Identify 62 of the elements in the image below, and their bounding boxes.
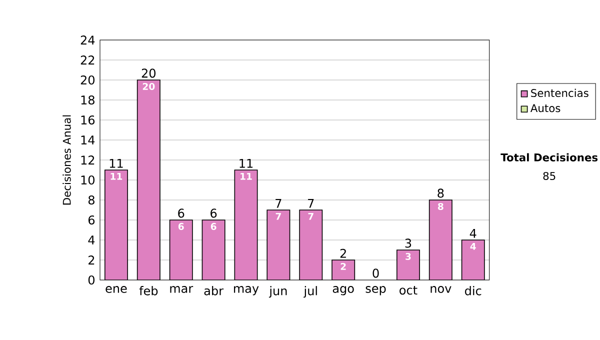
data-label: 4 bbox=[470, 242, 476, 250]
text: 85 bbox=[543, 172, 556, 180]
total-label: 11 bbox=[240, 158, 253, 168]
x-tick-label: nov bbox=[430, 286, 452, 293]
y-tick-label: 12 bbox=[81, 156, 94, 164]
y-tick-label: 2 bbox=[88, 256, 94, 264]
y-tick-label: 14 bbox=[81, 136, 95, 144]
total-label: 6 bbox=[210, 208, 217, 218]
y-tick-label: 24 bbox=[80, 36, 95, 44]
y-tick-label: 10 bbox=[81, 175, 94, 185]
data-label: 7 bbox=[308, 212, 314, 220]
data-label: 7 bbox=[276, 212, 281, 220]
legend-label: Autos bbox=[530, 104, 560, 112]
y-tick-label: 18 bbox=[81, 95, 94, 105]
y-tick-label: 4 bbox=[88, 236, 95, 244]
data-label: 8 bbox=[438, 202, 444, 210]
y-tick-label: 6 bbox=[88, 215, 95, 225]
bar bbox=[428, 200, 452, 280]
bar bbox=[461, 240, 485, 280]
data-label: 20 bbox=[142, 82, 155, 90]
total-label: 3 bbox=[405, 238, 412, 248]
x-tick-label: abr bbox=[204, 286, 224, 296]
bar bbox=[234, 170, 258, 280]
x-tick-label: may bbox=[234, 286, 259, 296]
total-label: 20 bbox=[142, 68, 156, 78]
x-tick-label: sep bbox=[366, 286, 386, 296]
bar bbox=[300, 210, 322, 280]
data-label: 11 bbox=[110, 172, 122, 180]
x-tick-label: oct bbox=[400, 286, 418, 295]
x-tick-label: dic bbox=[465, 286, 482, 296]
x-tick-label: ago bbox=[332, 286, 354, 296]
total-label: 4 bbox=[470, 228, 476, 238]
total-label: 6 bbox=[178, 208, 184, 218]
data-label: 3 bbox=[406, 252, 411, 260]
y-tick-label: 22 bbox=[80, 56, 94, 64]
y-tick-label: 0 bbox=[88, 275, 94, 285]
bar bbox=[170, 220, 192, 280]
total-label: 8 bbox=[438, 188, 444, 198]
x-tick-label: jul bbox=[304, 286, 317, 298]
total-label: 7 bbox=[276, 198, 282, 208]
bar bbox=[202, 220, 225, 280]
text: Total Decisiones bbox=[500, 153, 598, 162]
x-tick-label: jun bbox=[268, 286, 287, 298]
data-label: 11 bbox=[240, 172, 252, 180]
y-axis-title: Decisiones Anual bbox=[62, 115, 71, 205]
bar bbox=[104, 170, 128, 280]
data-label: 6 bbox=[178, 222, 184, 230]
bar bbox=[137, 80, 160, 280]
y-tick-label: 8 bbox=[88, 195, 94, 205]
data-label: 6 bbox=[210, 222, 216, 230]
data-label: 2 bbox=[340, 262, 346, 270]
total-label: 2 bbox=[340, 248, 346, 258]
y-tick-label: 20 bbox=[80, 75, 94, 85]
total-label: 0 bbox=[372, 268, 379, 278]
x-tick-label: mar bbox=[170, 286, 194, 293]
bar bbox=[267, 210, 290, 280]
total-label: 7 bbox=[308, 198, 314, 208]
legend-label: Sentencias bbox=[531, 88, 588, 98]
x-tick-label: feb bbox=[139, 286, 158, 296]
x-tick-label: ene bbox=[106, 286, 127, 293]
y-tick-label: 16 bbox=[81, 115, 95, 125]
total-label: 11 bbox=[110, 158, 123, 168]
